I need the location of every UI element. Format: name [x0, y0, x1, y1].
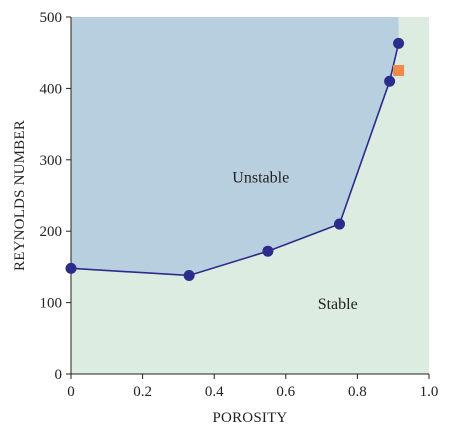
x-tick-label: 0.2	[133, 384, 152, 400]
plot-axes	[66, 16, 430, 379]
tick-labels: 0 0.2 0.4 0.6 0.8 1.0 0 100 200 300 400 500	[40, 10, 439, 400]
x-tick-label: 0.6	[276, 384, 295, 400]
stable-label: Stable	[318, 296, 358, 313]
data-point	[262, 245, 274, 257]
data-point	[393, 37, 405, 49]
data-point	[183, 269, 195, 281]
stability-boundary-line	[70, 43, 400, 277]
y-tick-label: 0	[55, 367, 63, 383]
y-tick-label: 100	[40, 296, 63, 312]
data-point	[384, 75, 396, 87]
x-tick-label: 0.8	[348, 384, 367, 400]
y-axis-label: REYNOLDS NUMBER	[12, 120, 28, 271]
data-marks	[65, 37, 405, 281]
x-axis-label: POROSITY	[213, 410, 288, 426]
y-tick-label: 200	[40, 224, 63, 240]
unstable-region	[71, 17, 399, 276]
data-point	[334, 218, 345, 230]
data-point	[65, 262, 77, 274]
square-data-point	[393, 65, 405, 77]
unstable-label: Unstable	[232, 170, 289, 187]
y-tick-label: 300	[40, 153, 63, 169]
x-tick-label: 1.0	[420, 384, 439, 400]
y-tick-label: 400	[40, 81, 63, 97]
x-tick-label: 0	[67, 384, 75, 400]
y-tick-label: 500	[40, 10, 63, 26]
x-tick-label: 0.4	[205, 384, 224, 400]
